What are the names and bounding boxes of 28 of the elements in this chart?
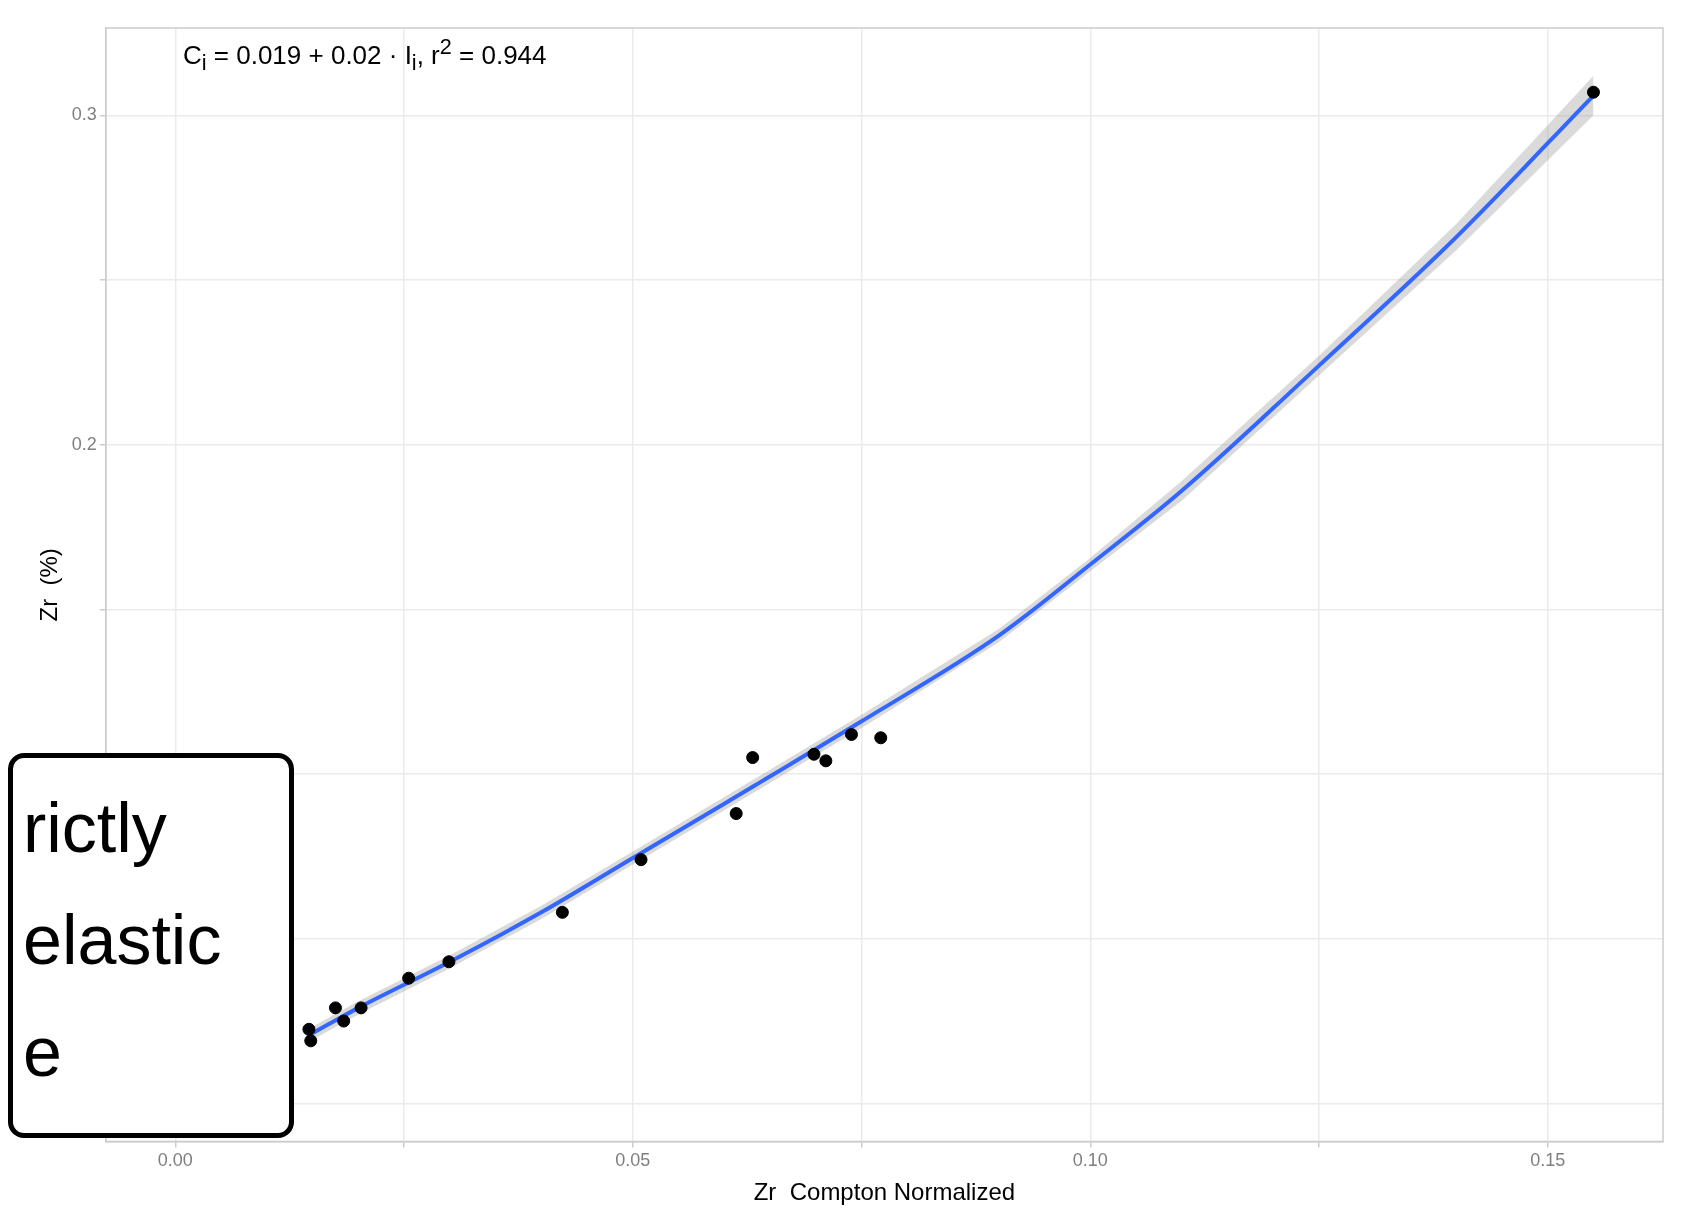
annotation: elastic xyxy=(23,900,223,981)
y-tick-label: 0.3 xyxy=(71,104,97,125)
point xyxy=(844,728,858,741)
point xyxy=(442,955,456,969)
annotation: rictly xyxy=(23,788,168,869)
point xyxy=(328,1001,342,1015)
point xyxy=(819,754,833,768)
y-axis-title: Zr (%) xyxy=(35,548,63,622)
point xyxy=(807,747,821,761)
point xyxy=(874,731,888,745)
x-tick-label: 0.05 xyxy=(615,1150,651,1171)
point xyxy=(1586,85,1600,99)
x-tick-label: 0.00 xyxy=(157,1150,193,1171)
x-axis-title: Zr Compton Normalized xyxy=(753,1178,1016,1206)
point xyxy=(555,905,569,919)
annotation: C$_{i}$ = 0.019 + 0.02 · I$_{i}$, r$^{2}$ = 0.944 xyxy=(183,34,547,76)
x-tick-label: 0.10 xyxy=(1072,1150,1108,1171)
point xyxy=(729,807,743,821)
point xyxy=(746,751,760,765)
y-tick-label: 0.2 xyxy=(71,433,97,454)
x-tick-label: 0.15 xyxy=(1530,1150,1566,1171)
point xyxy=(337,1014,351,1028)
point xyxy=(634,853,648,867)
callout-box: rictly elastic e xyxy=(8,753,294,1138)
point xyxy=(304,1034,318,1048)
point xyxy=(302,1022,316,1036)
point xyxy=(402,971,416,985)
point xyxy=(354,1001,368,1015)
